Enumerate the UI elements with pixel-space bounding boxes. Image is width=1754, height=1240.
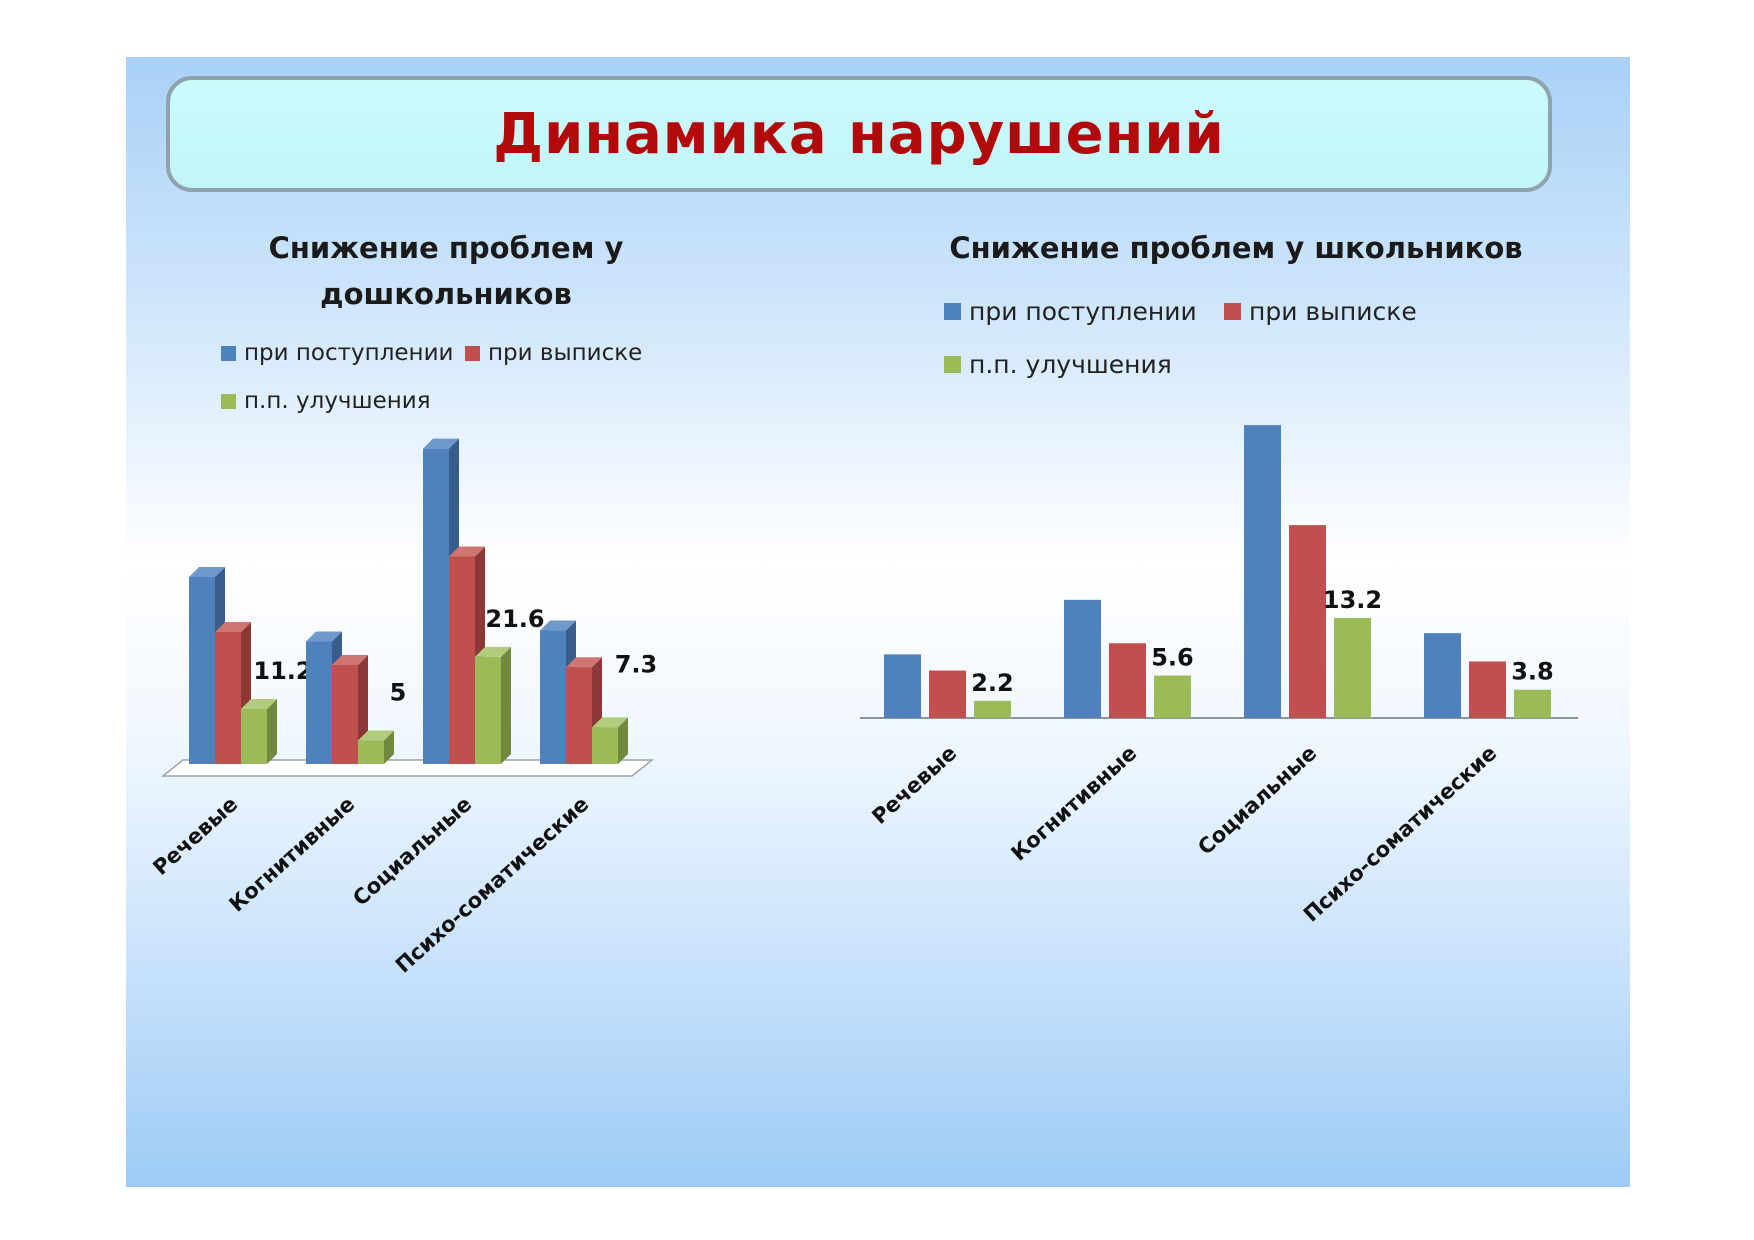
legend-swatch-red [1224,303,1241,320]
chart-preschool: 11.2 Речевые 5 Когнитивные 21.6 Социальные 7.3… [148,438,658,978]
bar-при-выписке-1 [332,665,358,764]
bar-п.п.-улучшения-1 [1154,675,1191,718]
legend-label: п.п. улучшения [244,388,431,414]
bar-при-поступлении-2 [423,448,449,764]
data-label: 11.2 [253,657,312,685]
bar-при-поступлении-1 [1064,599,1101,718]
bar-п.п.-улучшения-0 [241,709,267,764]
legend-label: при поступлении [244,340,454,366]
data-label: 5.6 [1151,644,1194,672]
category-label: Психо-соматические [391,792,593,978]
bar-п.п.-улучшения-3 [1514,689,1551,718]
bar-при-выписке-0 [215,632,241,764]
bar-при-поступлении-0 [884,654,921,718]
data-label: 21.6 [485,605,544,633]
legend-item-admission: при поступлении [944,297,1197,326]
bar-при-выписке-2 [449,556,475,764]
data-label: 3.8 [1511,658,1554,686]
bar-п.п.-улучшения-1 [358,740,384,764]
bar-при-поступлении-3 [1424,633,1461,718]
bar-при-выписке-2 [1289,525,1326,718]
category-label: Социальные [1193,741,1321,860]
legend-item-improvement: п.п. улучшения [221,388,431,414]
legend-label: при выписке [488,340,643,366]
bar-side-п.п.-улучшения [384,730,394,764]
bar-side-п.п.-улучшения [501,646,511,764]
bar-при-выписке-1 [1109,643,1146,718]
page-title: Динамика нарушений [493,101,1225,167]
title-box: Динамика нарушений [166,76,1552,192]
bar-top-при-поступлении [540,620,576,631]
legend-swatch-blue [944,303,961,320]
category-label: Социальные [348,792,476,911]
legend-swatch-green [221,393,236,409]
bar-side-п.п.-улучшения [618,717,628,764]
slide: Динамика нарушений Снижение проблем у до… [126,57,1630,1187]
chart-floor [160,759,655,777]
bar-п.п.-улучшения-2 [1334,618,1371,718]
bar-top-п.п.-улучшения [241,699,277,709]
bar-top-при-поступлении [423,438,459,449]
category-label: Речевые [148,792,242,880]
bar-top-при-поступлении [189,567,225,577]
legend-item-improvement: п.п. улучшения [944,350,1172,379]
bar-top-при-выписке [566,657,602,668]
bar-при-выписке-0 [929,670,966,718]
bar-side-п.п.-улучшения [267,699,277,764]
bar-при-выписке-3 [566,667,592,764]
bar-п.п.-улучшения-3 [592,727,618,764]
legend-label: при поступлении [969,297,1197,326]
bar-top-п.п.-улучшения [358,730,394,741]
legend-item-admission: при поступлении [221,340,453,366]
category-label: Когнитивные [1007,741,1142,866]
bar-при-поступлении-2 [1244,425,1281,718]
bar-top-при-выписке [332,655,368,665]
bar-при-поступлении-1 [306,641,332,764]
charts-canvas: 11.2 Речевые 5 Когнитивные 21.6 Социальные 7.3… [148,425,1578,978]
legend-swatch-green [944,356,961,373]
legend-label: п.п. улучшения [969,350,1172,379]
bar-п.п.-улучшения-2 [475,656,501,764]
bar-top-п.п.-улучшения [475,646,511,657]
category-label: Психо-соматические [1299,741,1501,927]
data-label: 13.2 [1323,586,1382,614]
bar-п.п.-улучшения-0 [974,700,1011,718]
bar-top-п.п.-улучшения [592,717,628,728]
data-label: 7.3 [615,650,658,678]
bar-при-выписке-3 [1469,661,1506,718]
chart-title-preschool: Снижение проблем у дошкольников [268,231,624,311]
legend-label: при выписке [1249,297,1417,326]
bar-при-поступлении-0 [189,577,215,764]
category-label: Когнитивные [225,792,360,917]
legend-swatch-red [465,345,480,361]
bar-при-поступлении-3 [540,630,566,764]
category-label: Речевые [867,741,961,829]
bar-top-при-поступлении [306,631,342,642]
legend-item-discharge: при выписке [465,340,642,366]
bar-top-при-выписке [449,546,485,557]
chart-school: 2.2 Речевые 5.6 Когнитивные 13.2 Социальные 3.… [860,425,1578,927]
bar-top-при-выписке [215,622,251,632]
data-label: 5 [390,679,407,707]
legend-item-discharge: при выписке [1224,297,1417,326]
data-label: 2.2 [971,669,1014,697]
chart-title-school: Снижение проблем у школьников [949,231,1523,265]
legend-swatch-blue [221,345,236,361]
